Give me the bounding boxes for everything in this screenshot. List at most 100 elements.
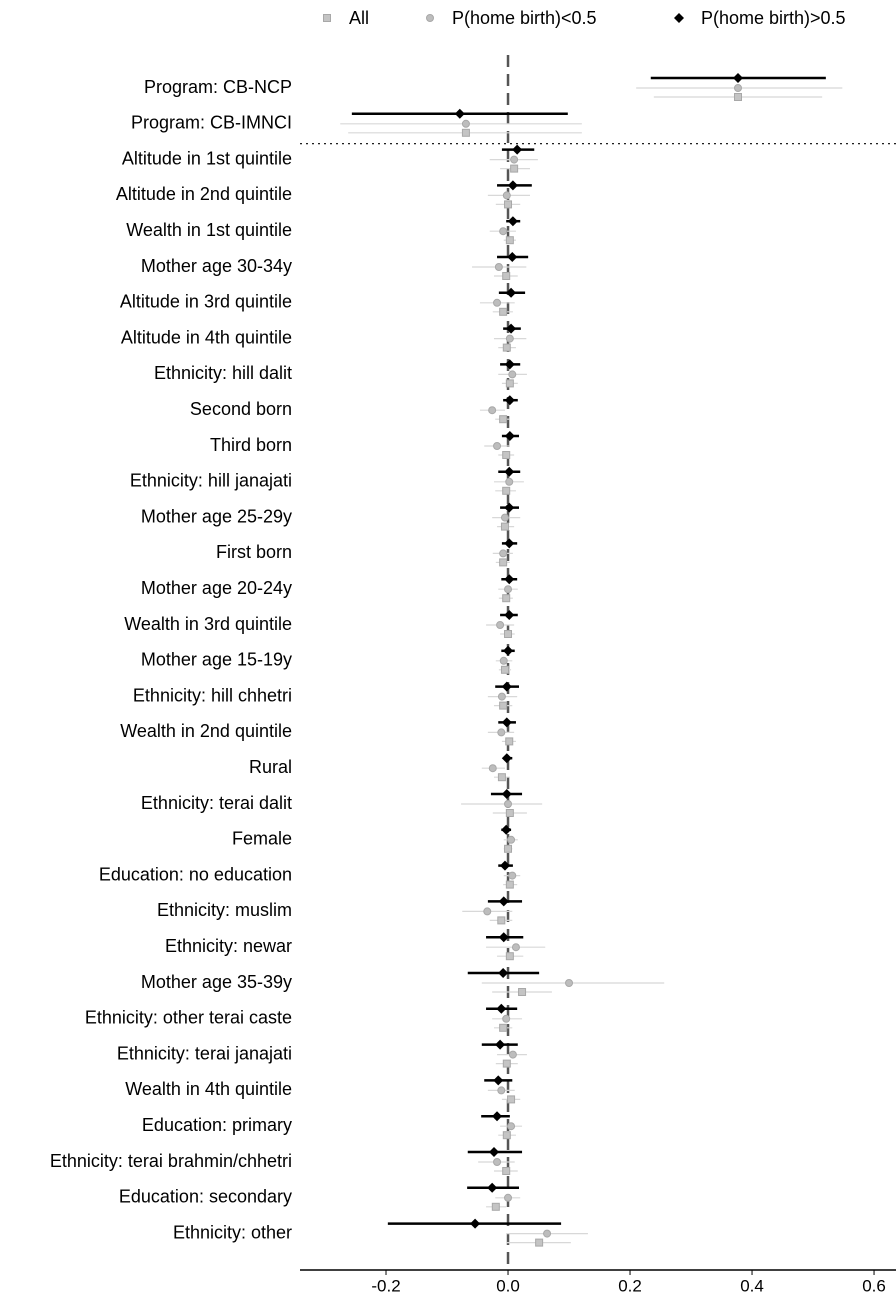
point — [505, 737, 514, 746]
point — [502, 1059, 511, 1068]
point — [507, 1122, 516, 1131]
point — [500, 513, 509, 522]
point — [505, 477, 514, 486]
point — [502, 486, 511, 495]
point — [504, 502, 515, 513]
point — [504, 585, 513, 594]
point — [502, 1014, 511, 1023]
point — [499, 558, 508, 567]
point — [507, 180, 518, 191]
y-tick-label: Ethnicity: terai brahmin/chhetri — [50, 1151, 292, 1171]
point — [504, 431, 515, 441]
point — [504, 1193, 513, 1202]
point — [504, 466, 515, 477]
point — [502, 272, 511, 280]
point — [502, 1167, 511, 1175]
point — [512, 144, 523, 155]
point — [502, 343, 511, 352]
point — [493, 1075, 504, 1086]
point — [565, 979, 574, 987]
point — [502, 594, 511, 603]
x-tick-label: -0.2 — [371, 1276, 400, 1295]
x-tick-label: 0.0 — [496, 1276, 520, 1295]
point — [494, 263, 503, 271]
y-tick-label: Ethnicity: hill janajati — [130, 471, 292, 491]
point — [733, 73, 744, 83]
y-tick-label: Ethnicity: other — [173, 1222, 292, 1242]
point — [499, 1023, 508, 1032]
legend-label: All — [349, 8, 369, 28]
y-tick-label: Mother age 35-39y — [141, 972, 292, 992]
point — [497, 728, 506, 737]
point — [492, 1111, 503, 1122]
point — [488, 406, 497, 415]
point — [511, 943, 520, 952]
y-tick-label: Wealth in 3rd quintile — [124, 614, 292, 634]
point — [503, 645, 514, 656]
point — [496, 621, 505, 629]
point — [502, 191, 511, 200]
point — [499, 656, 508, 665]
point — [501, 824, 512, 835]
point — [499, 415, 508, 424]
point — [502, 451, 511, 459]
point — [501, 717, 512, 728]
legend-marker — [426, 14, 434, 22]
y-tick-label: Ethnicity: newar — [165, 936, 292, 956]
point — [461, 128, 470, 137]
y-tick-label: Education: secondary — [119, 1187, 292, 1207]
y-tick-label: Female — [232, 829, 292, 849]
y-tick-label: Altitude in 2nd quintile — [116, 184, 292, 204]
point — [499, 307, 508, 316]
point — [505, 379, 514, 388]
point — [454, 108, 465, 119]
point — [493, 442, 502, 450]
point — [510, 164, 519, 173]
y-tick-label: Education: no education — [99, 864, 292, 884]
y-tick-label: Mother age 25-29y — [141, 506, 292, 526]
point — [504, 200, 513, 209]
point — [497, 692, 506, 701]
point — [470, 1218, 481, 1229]
point — [504, 359, 515, 370]
point — [504, 630, 513, 638]
point — [543, 1229, 552, 1238]
x-tick-label: 0.2 — [618, 1276, 642, 1295]
point — [499, 701, 508, 710]
legend-marker — [323, 14, 331, 22]
point — [734, 93, 743, 101]
point — [507, 1095, 516, 1104]
y-tick-label: Mother age 15-19y — [141, 650, 292, 670]
point — [505, 880, 514, 889]
point — [501, 753, 512, 764]
point — [497, 1086, 506, 1095]
point — [502, 1131, 511, 1140]
point — [495, 1039, 506, 1050]
point — [508, 370, 517, 379]
y-tick-label: Education: primary — [142, 1115, 292, 1135]
point — [507, 835, 516, 844]
point — [501, 681, 512, 692]
point — [500, 665, 509, 674]
point — [505, 952, 514, 961]
y-tick-label: Altitude in 4th quintile — [121, 327, 292, 347]
point — [507, 252, 518, 262]
point — [505, 809, 514, 817]
point — [504, 844, 513, 853]
y-tick-label: Rural — [249, 757, 292, 777]
point — [499, 549, 508, 558]
point — [491, 1202, 500, 1211]
point — [496, 1003, 507, 1014]
y-tick-label: Ethnicity: muslim — [157, 900, 292, 920]
y-tick-label: Ethnicity: other terai caste — [85, 1008, 292, 1028]
y-tick-label: Program: CB-IMNCI — [131, 113, 292, 133]
y-tick-label: Program: CB-NCP — [144, 77, 292, 97]
y-tick-label: First born — [216, 542, 292, 562]
legend-marker — [674, 13, 684, 23]
point — [508, 1050, 517, 1059]
point — [504, 574, 515, 585]
y-tick-label: Wealth in 1st quintile — [126, 220, 292, 240]
point — [504, 395, 515, 406]
y-tick-label: Second born — [190, 399, 292, 419]
